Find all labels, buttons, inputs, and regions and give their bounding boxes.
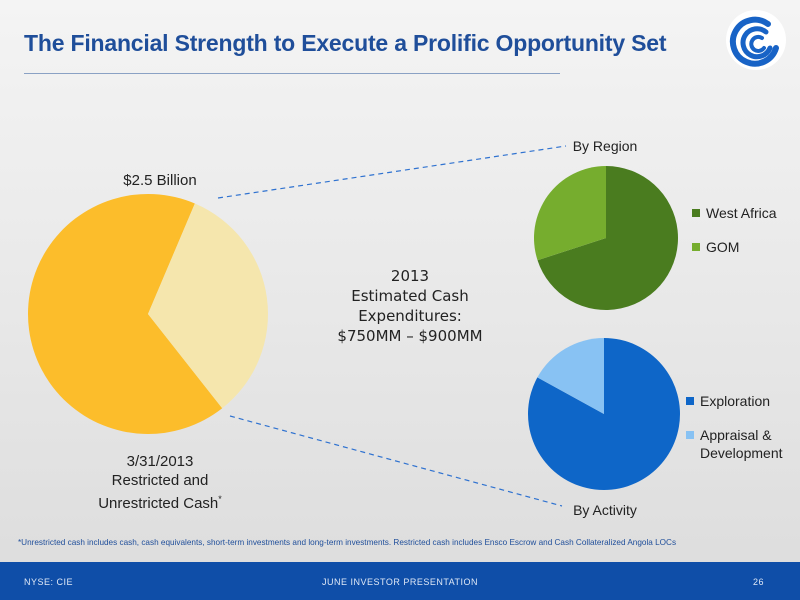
legend-swatch-appraisal (686, 431, 694, 439)
activity-slice-1 (537, 338, 604, 414)
caption-line-2: Restricted and (111, 472, 209, 489)
caption-line-3: Unrestricted Cash (98, 495, 219, 512)
region-legend: West Africa GOM (692, 204, 777, 272)
connector-line-top (217, 145, 567, 199)
footer-presentation-name: JUNE INVESTOR PRESENTATION (321, 577, 479, 587)
activity-chart-title: By Activity (573, 502, 637, 518)
slide-title: The Financial Strength to Execute a Prol… (24, 30, 667, 56)
footer-ticker: NYSE: CIE (24, 577, 74, 587)
activity-pie (528, 338, 680, 491)
legend-label-gom: GOM (706, 239, 740, 255)
legend-swatch-west-africa (692, 209, 700, 217)
company-logo-icon (726, 10, 786, 70)
total-cash-slice-0 (28, 194, 223, 434)
legend-label-west-africa: West Africa (706, 205, 777, 221)
charts-canvas (28, 145, 680, 507)
legend-item-exploration: Exploration (686, 392, 796, 410)
region-slice-1 (534, 166, 606, 261)
capex-year: 2013 (390, 267, 430, 285)
legend-item-gom: GOM (692, 238, 777, 256)
total-cash-pie (28, 194, 269, 434)
legend-item-west-africa: West Africa (692, 204, 777, 222)
activity-legend: Exploration Appraisal & Development (686, 392, 796, 478)
legend-label-appraisal: Appraisal & Development (700, 427, 783, 461)
title-divider (24, 73, 560, 74)
region-slice-0 (537, 166, 678, 310)
region-chart-title: By Region (572, 138, 638, 154)
total-cash-label: $2.5 Billion (123, 172, 197, 189)
region-pie (534, 166, 678, 310)
footer-page-number: 26 (752, 577, 764, 587)
legend-item-appraisal: Appraisal & Development (686, 426, 796, 462)
connector-line-bottom (229, 415, 563, 507)
caption-line-date: 3/31/2013 (126, 453, 194, 470)
caption-footnote-marker: * (218, 494, 222, 504)
capex-estimate-text: 2013 Estimated Cash Expenditures: $750MM… (310, 266, 510, 346)
footer-bar: NYSE: CIE JUNE INVESTOR PRESENTATION 26 (0, 562, 800, 600)
total-cash-slice-1 (148, 203, 269, 409)
capex-line-3: Expenditures: (358, 307, 462, 325)
legend-label-exploration: Exploration (700, 393, 771, 409)
total-cash-caption: 3/31/2013 Restricted and Unrestricted Ca… (40, 452, 280, 513)
legend-swatch-gom (692, 243, 700, 251)
legend-swatch-exploration (686, 397, 694, 405)
footnote: *Unrestricted cash includes cash, cash e… (18, 538, 677, 547)
capex-line-2: Estimated Cash (351, 287, 469, 305)
capex-range: $750MM – $900MM (337, 327, 483, 345)
